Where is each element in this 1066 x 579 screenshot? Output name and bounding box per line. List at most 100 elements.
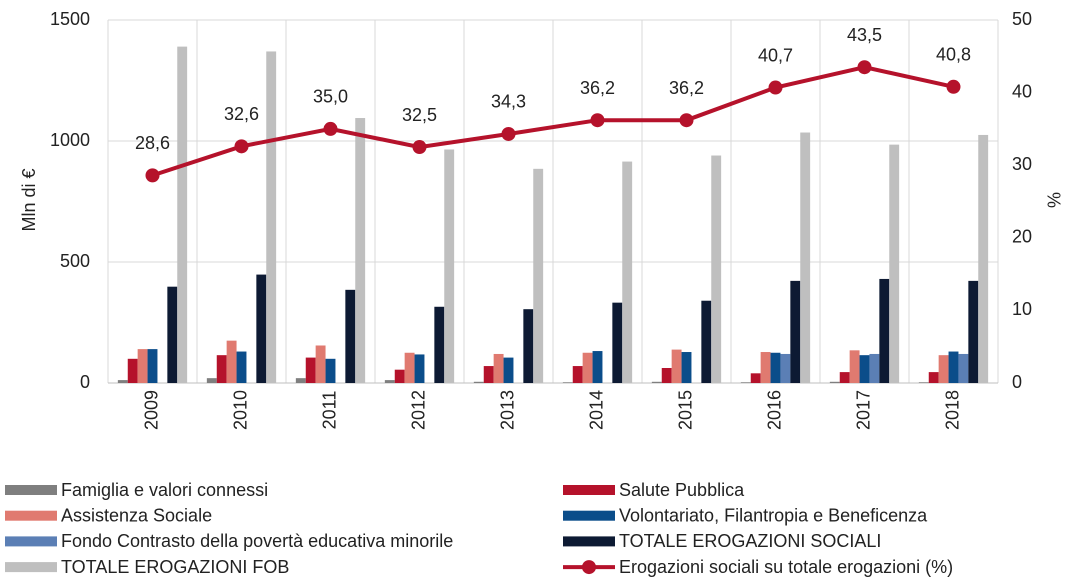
bar [879, 278, 890, 383]
bar [206, 378, 217, 383]
y2-tick-label: 30 [1012, 154, 1032, 174]
bar [918, 382, 929, 383]
y2-tick-label: 0 [1012, 372, 1022, 392]
bar [671, 349, 682, 383]
legend-swatch [5, 562, 57, 573]
bar [127, 358, 138, 383]
legend-label: Famiglia e valori connessi [61, 480, 268, 500]
bar [167, 286, 178, 383]
x-tick-label: 2009 [141, 390, 161, 430]
bar [780, 353, 791, 383]
line-marker [412, 140, 427, 155]
bar [661, 367, 672, 383]
bar [938, 355, 949, 383]
x-tick-label: 2011 [319, 391, 339, 430]
bar [750, 373, 761, 383]
legend-marker [582, 560, 596, 575]
bar [137, 349, 148, 383]
bar [701, 300, 712, 383]
y2-tick-label: 10 [1012, 299, 1032, 319]
x-tick-label: 2014 [586, 390, 606, 430]
bar [216, 355, 227, 383]
line-marker [501, 126, 516, 141]
y-tick-label: 1500 [50, 9, 90, 29]
bar [533, 168, 544, 383]
bar [582, 352, 593, 383]
legend-swatch [563, 536, 615, 547]
bar [770, 352, 781, 383]
bar [711, 155, 722, 383]
bar [790, 280, 801, 383]
y-tick-label: 0 [80, 372, 90, 392]
line-marker [590, 113, 605, 128]
x-tick-label: 2016 [764, 390, 784, 430]
line-marker [679, 113, 694, 128]
bar [859, 355, 870, 383]
bar [384, 380, 395, 383]
y2-tick-label: 40 [1012, 81, 1032, 101]
bar [404, 352, 415, 383]
bar [592, 351, 603, 383]
bar [572, 366, 583, 383]
bar [928, 372, 939, 383]
bar [345, 289, 356, 383]
bar [444, 149, 455, 383]
bar [829, 381, 840, 383]
y-tick-label: 500 [60, 251, 90, 271]
data-label: 40,8 [936, 45, 971, 65]
bar [869, 353, 880, 383]
legend-label: Assistenza Sociale [61, 505, 212, 525]
y2-tick-label: 50 [1012, 9, 1032, 29]
data-label: 32,5 [402, 105, 437, 125]
data-label: 36,2 [669, 78, 704, 98]
bar [889, 144, 900, 383]
bar [414, 354, 425, 383]
bar [651, 381, 662, 383]
bar [612, 302, 623, 383]
bar [760, 352, 771, 383]
bar [968, 280, 979, 383]
bar [117, 380, 128, 383]
bar [226, 340, 237, 383]
x-tick-label: 2017 [853, 390, 873, 430]
x-tick-label: 2018 [942, 390, 962, 430]
bar [147, 349, 158, 383]
bar [434, 306, 445, 383]
legend-swatch [563, 510, 615, 521]
bar [622, 161, 633, 383]
data-label: 32,6 [224, 104, 259, 124]
legend-swatch [5, 510, 57, 521]
bar [483, 366, 494, 383]
line-marker [946, 79, 961, 94]
line-marker [768, 80, 783, 95]
bar [740, 382, 751, 383]
y-tick-label: 1000 [50, 130, 90, 150]
data-label: 36,2 [580, 78, 615, 98]
bar [523, 309, 534, 383]
bar [305, 357, 316, 383]
bar [958, 353, 969, 383]
line-marker [857, 60, 872, 75]
bar [266, 51, 277, 384]
line-marker [323, 121, 338, 136]
line [151, 65, 954, 178]
bar [978, 134, 989, 383]
bar [681, 352, 692, 383]
legend-label: Fondo Contrasto della povertà educativa … [61, 531, 453, 551]
bar [503, 357, 514, 383]
legend-label: TOTALE EROGAZIONI SOCIALI [619, 531, 881, 551]
bar [355, 118, 366, 383]
bar [315, 345, 326, 383]
data-label: 40,7 [758, 45, 793, 65]
data-label: 43,5 [847, 25, 882, 45]
bar [800, 132, 811, 383]
legend-swatch [563, 485, 615, 495]
legend-swatch [5, 485, 57, 495]
bar [493, 353, 504, 383]
x-tick-label: 2012 [408, 390, 428, 430]
data-label: 34,3 [491, 92, 526, 112]
line-marker [145, 168, 160, 183]
x-tick-label: 2010 [230, 390, 250, 430]
y-axis-label: Mln di € [19, 168, 39, 231]
